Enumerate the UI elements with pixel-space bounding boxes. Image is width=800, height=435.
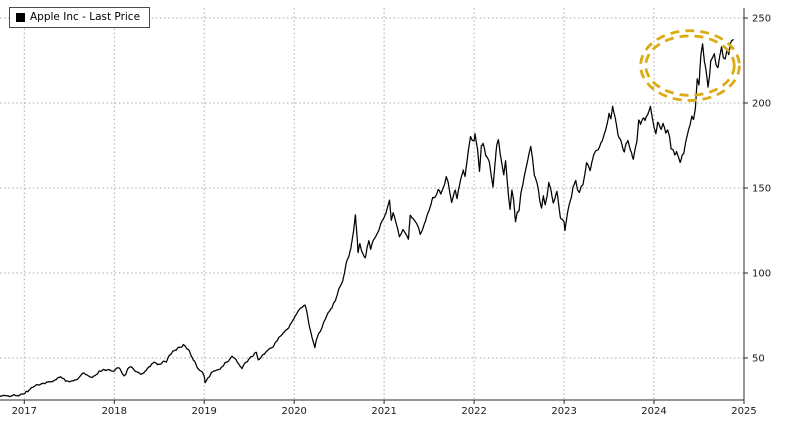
x-tick-label: 2019 <box>191 406 216 417</box>
legend-swatch-icon <box>16 12 25 22</box>
y-axis-labels: 50 100 150 200 250 <box>752 14 771 365</box>
y-tick-label: 250 <box>752 14 771 25</box>
legend-label: Apple Inc - Last Price <box>30 11 141 23</box>
axes <box>0 8 748 404</box>
x-axis-labels: 2017 2018 2019 2020 2021 2022 2023 2024 2025 <box>12 406 757 417</box>
x-tick-label: 2023 <box>551 406 576 417</box>
legend-box: Apple Inc - Last Price <box>9 7 151 28</box>
gridlines <box>0 8 745 400</box>
x-tick-label: 2024 <box>641 406 666 417</box>
y-tick-label: 200 <box>752 99 771 110</box>
x-tick-label: 2017 <box>12 406 37 417</box>
highlight-ellipse-outer <box>639 29 741 102</box>
x-tick-label: 2021 <box>371 406 396 417</box>
highlight-annotation <box>639 29 741 102</box>
highlight-ellipse-inner <box>644 34 736 97</box>
x-tick-label: 2022 <box>461 406 486 417</box>
x-tick-label: 2020 <box>281 406 306 417</box>
x-tick-label: 2018 <box>102 406 127 417</box>
price-line <box>0 38 734 398</box>
y-tick-label: 50 <box>752 354 765 365</box>
y-tick-label: 100 <box>752 269 771 280</box>
x-tick-label: 2025 <box>731 406 756 417</box>
y-tick-label: 150 <box>752 184 771 195</box>
